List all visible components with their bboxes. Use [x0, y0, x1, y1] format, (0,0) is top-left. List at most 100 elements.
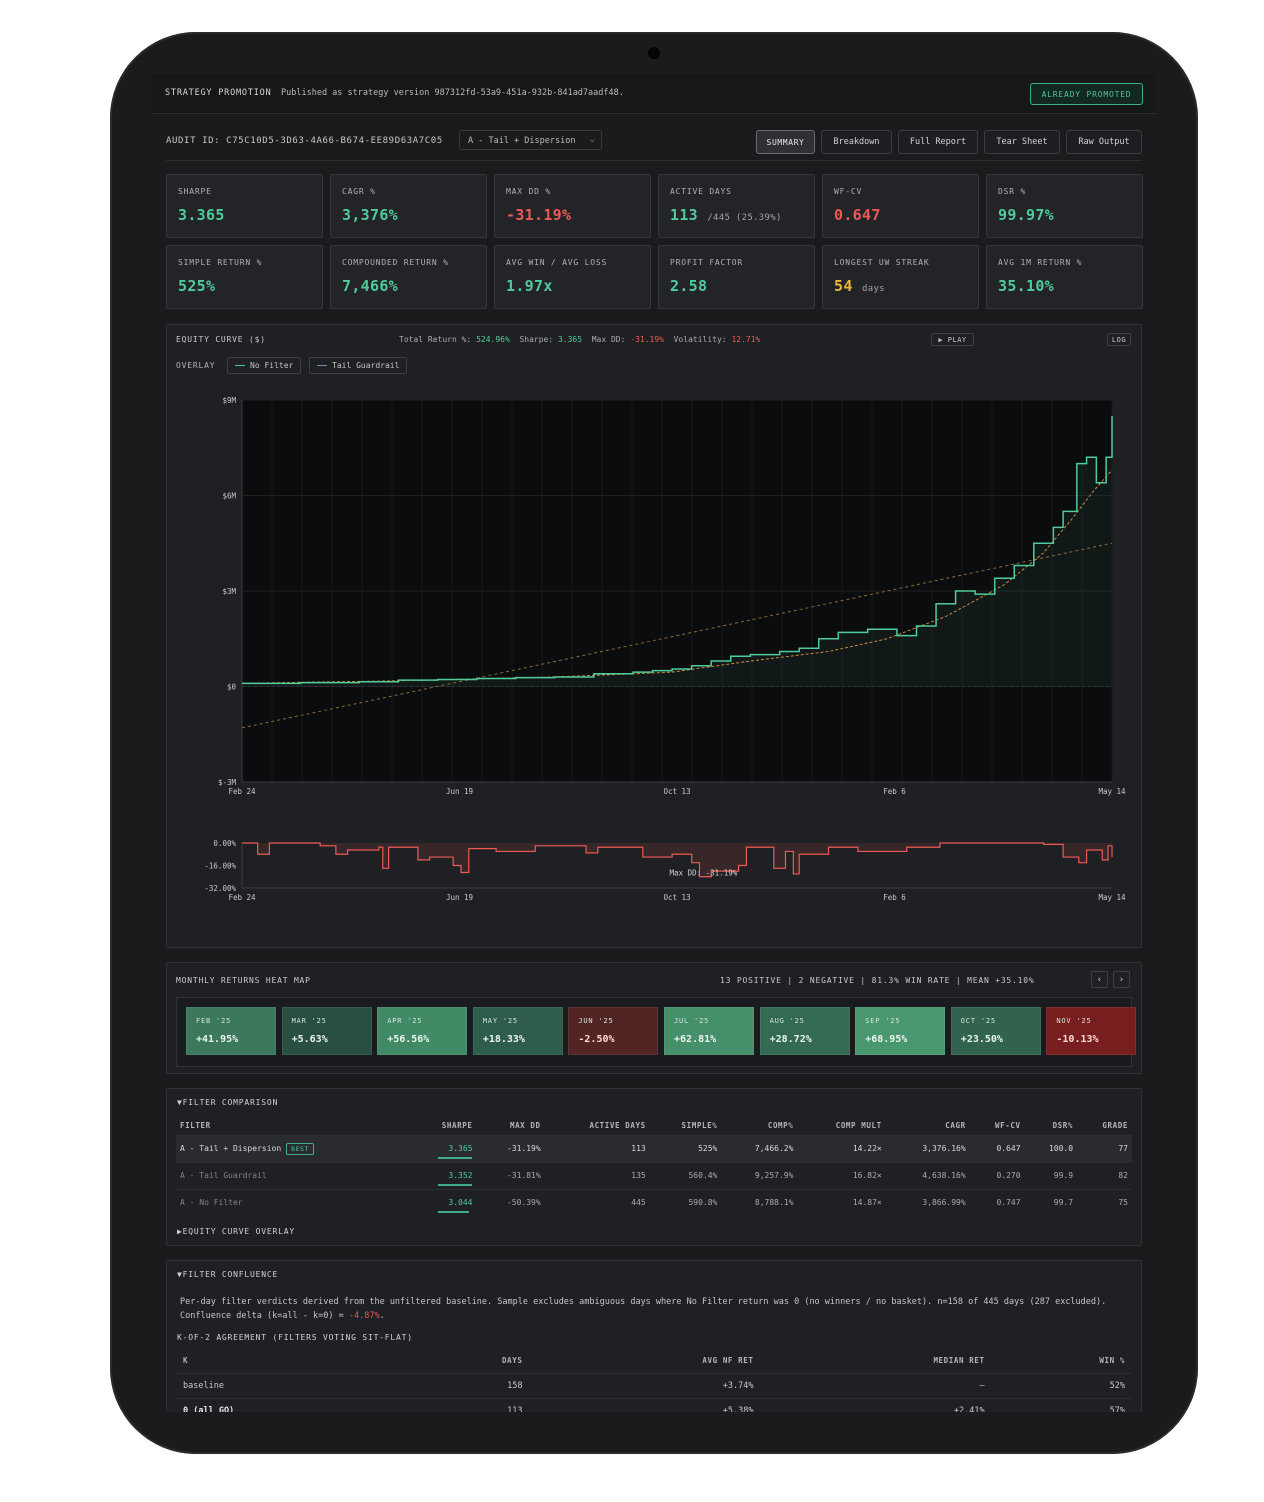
published-text: Published as strategy version 987312fd-5… — [281, 88, 624, 98]
heatmap-cell[interactable]: JUL '25 +62.81% — [664, 1007, 754, 1055]
table-row[interactable]: A - No Filter 3.044 -50.39% 445 590.8% 8… — [176, 1188, 1132, 1216]
heatmap-value: +41.95% — [196, 1034, 239, 1045]
overlay-label: OVERLAY — [176, 361, 216, 370]
metric-card-cagr: CAGR % 3,376% — [330, 174, 487, 238]
heatmap-cell[interactable]: NOV '25 -10.13% — [1046, 1007, 1137, 1055]
metric-value: 0.647 — [834, 206, 881, 224]
next-arrow-button[interactable]: › — [1113, 971, 1130, 988]
heatmap-cell[interactable]: APR '25 +56.56% — [377, 1007, 468, 1055]
confluence-text: Per-day filter verdicts derived from the… — [180, 1297, 1107, 1321]
column-header: WIN % — [1099, 1356, 1125, 1366]
filter-comparison-toggle[interactable]: ▼FILTER COMPARISON — [177, 1098, 279, 1107]
dd-x-tick-label: Feb 24 — [228, 893, 256, 902]
filter-confluence-toggle[interactable]: ▼FILTER CONFLUENCE — [177, 1270, 279, 1279]
metric-value: 113 — [670, 206, 698, 224]
heatmap-cell[interactable]: SEP '25 +68.95% — [855, 1007, 946, 1055]
table-header-row: K DAYS AVG NF RET MEDIAN RET WIN % — [176, 1349, 1132, 1373]
k-cell: baseline — [176, 1372, 408, 1398]
sharpe-cell: 3.352 — [407, 1161, 477, 1189]
overlay-chip-label: No Filter — [250, 361, 294, 370]
sharpe-value: 3.044 — [438, 1198, 472, 1214]
heatmap-value: -2.50% — [578, 1034, 615, 1045]
tablet-frame: STRATEGY PROMOTION Published as strategy… — [110, 32, 1198, 1454]
tab-breakdown[interactable]: Breakdown — [821, 130, 892, 154]
cagr-cell: 4,638.16% — [885, 1161, 970, 1189]
overlay-chip-label: Tail Guardrail — [332, 361, 400, 370]
drawdown-line — [242, 842, 1113, 878]
dsr-cell: 99.9 — [1024, 1161, 1078, 1189]
sharpe-value: 3.365 — [438, 1144, 473, 1159]
grade-cell: 77 — [1077, 1134, 1132, 1162]
metric-card-wf-cv: WF-CV 0.647 — [822, 174, 979, 238]
x-tick-label: Jun 19 — [446, 787, 473, 796]
confluence-description: Per-day filter verdicts derived from the… — [180, 1295, 1130, 1323]
max-dd-value: -31.19% — [630, 335, 664, 344]
tab-summary[interactable]: SUMMARY — [756, 130, 815, 154]
cagr-cell: 3,376.16% — [885, 1134, 970, 1162]
y-tick-label: $6M — [222, 492, 236, 501]
metric-sub: days — [862, 284, 885, 294]
log-scale-toggle[interactable]: LOG — [1107, 333, 1131, 346]
overlay-chip-tail-guardrail[interactable]: Tail Guardrail — [309, 357, 408, 374]
metric-value-wrap: 54 days — [834, 277, 885, 295]
trend-line — [241, 542, 1113, 729]
filter-confluence-panel: ▼FILTER CONFLUENCE Per-day filter verdic… — [166, 1260, 1142, 1412]
column-header: DSR% — [1052, 1121, 1074, 1131]
equity-stats: Total Return %: 524.96% Sharpe: 3.365 Ma… — [399, 335, 760, 344]
heatmap-cell[interactable]: OCT '25 +23.50% — [950, 1007, 1041, 1055]
metric-label: MAX DD % — [506, 187, 551, 196]
play-button[interactable]: ▶ PLAY — [931, 333, 974, 346]
win-cell: 57% — [991, 1397, 1132, 1412]
tab-raw-output[interactable]: Raw Output — [1066, 130, 1142, 154]
heatmap-month: OCT '25 — [960, 1017, 996, 1025]
column-header: SIMPLE% — [681, 1121, 718, 1131]
column-header: ACTIVE DAYS — [589, 1121, 646, 1131]
metric-value: 1.97x — [506, 277, 553, 295]
table-header-row: FILTER SHARPE MAX DD ACTIVE DAYS SIMPLE%… — [176, 1117, 1132, 1135]
chevron-down-icon: ⌵ — [589, 135, 595, 145]
dd-x-tick-label: Oct 13 — [663, 893, 690, 902]
x-tick-label: May 14 — [1098, 787, 1126, 796]
metric-label: ACTIVE DAYS — [670, 187, 732, 196]
heatmap-cell[interactable]: FEB '25 +41.95% — [186, 1007, 276, 1055]
already-promoted-button[interactable]: ALREADY PROMOTED — [1030, 83, 1143, 105]
cagr-cell: 3,866.99% — [885, 1188, 970, 1216]
metric-label: SHARPE — [178, 187, 212, 196]
column-header: FILTER — [180, 1121, 211, 1131]
active-days-cell: 113 — [544, 1134, 650, 1162]
line-swatch-icon — [317, 365, 327, 366]
filter-name: A - Tail + Dispersion — [180, 1143, 282, 1153]
table-row[interactable]: A - Tail + Dispersion BEST 3.365 -31.19% … — [176, 1134, 1132, 1162]
comp-mult-cell: 16.82× — [797, 1161, 886, 1189]
column-header: AVG NF RET — [702, 1356, 754, 1366]
metric-card-active-days: ACTIVE DAYS 113 /445 (25.39%) — [658, 174, 815, 238]
header-divider — [166, 160, 1142, 161]
tab-tear-sheet[interactable]: Tear Sheet — [984, 130, 1060, 154]
y-tick-label: $0 — [227, 683, 237, 692]
sharpe-value: 3.365 — [557, 335, 583, 344]
equity-overlay-toggle[interactable]: ▶EQUITY CURVE OVERLAY — [177, 1227, 295, 1236]
volatility-label: Volatility: — [673, 335, 727, 344]
column-header: MAX DD — [509, 1121, 541, 1131]
variant-select[interactable]: A - Tail + Dispersion ⌵ — [459, 130, 602, 150]
k-cell: 0 (all GO) — [176, 1397, 408, 1412]
heatmap-cell[interactable]: MAR '25 +5.63% — [281, 1007, 372, 1055]
grade-cell: 75 — [1077, 1188, 1132, 1216]
dd-x-tick-label: Jun 19 — [446, 893, 473, 902]
sharpe-cell: 3.365 — [407, 1134, 477, 1162]
metric-card-dsr: DSR % 99.97% — [986, 174, 1143, 238]
overlay-chip-no-filter[interactable]: No Filter — [227, 357, 302, 374]
column-header: SHARPE — [441, 1121, 473, 1131]
heatmap-cell[interactable]: AUG '25 +28.72% — [759, 1007, 850, 1055]
tab-full-report[interactable]: Full Report — [898, 130, 978, 154]
sharpe-bar — [438, 1184, 473, 1186]
x-tick-label: Oct 13 — [663, 787, 690, 796]
heatmap-cell[interactable]: MAY '25 +18.33% — [472, 1007, 563, 1055]
table-row[interactable]: A - Tail Guardrail 3.352 -31.81% 135 560… — [176, 1161, 1132, 1189]
prev-arrow-button[interactable]: ‹ — [1091, 971, 1108, 988]
heatmap-value: +62.81% — [674, 1034, 717, 1045]
heatmap-cell[interactable]: JUN '25 -2.50% — [568, 1007, 659, 1055]
comp-mult-cell: 14.22× — [797, 1134, 886, 1162]
dd-x-tick-label: Feb 6 — [883, 893, 906, 902]
